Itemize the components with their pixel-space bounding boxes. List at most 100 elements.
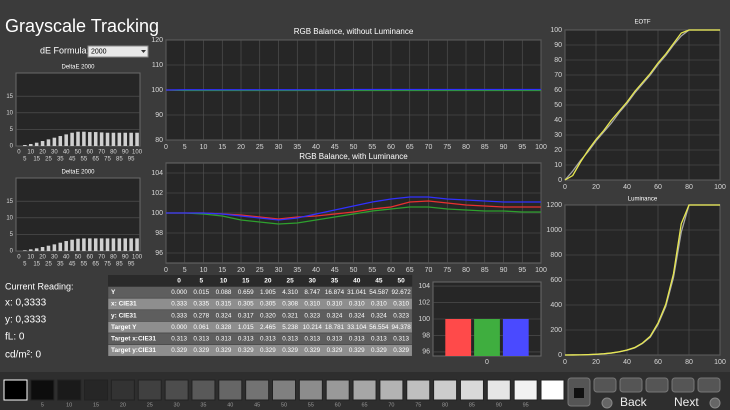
swatch-label: 40 <box>227 402 233 408</box>
gray-swatch[interactable] <box>433 379 458 401</box>
x-tick-label: 0 <box>563 184 567 191</box>
gray-swatch[interactable] <box>218 379 243 401</box>
x-tick-label: 15 <box>33 262 40 268</box>
y-tick-label: 102 <box>151 190 163 197</box>
bar <box>88 238 92 251</box>
x-tick-label: 20 <box>237 267 245 274</box>
x-tick-label: 45 <box>69 157 76 163</box>
bar <box>28 144 33 146</box>
x-tick-label: 25 <box>256 144 264 151</box>
gray-swatch[interactable] <box>298 379 323 401</box>
gray-swatch[interactable] <box>245 379 270 401</box>
swatch-label: 70 <box>388 402 394 408</box>
table-cell: 0.333 <box>171 301 187 308</box>
x-tick-label: 75 <box>443 144 451 151</box>
play-button[interactable] <box>619 377 643 393</box>
x-tick-label: 5 <box>183 267 187 274</box>
table-cell: 0.335 <box>193 301 209 308</box>
y-tick-label: 10 <box>554 162 562 169</box>
table-cell: 0.329 <box>282 347 298 354</box>
y-tick-label: 600 <box>550 277 562 284</box>
gray-swatch[interactable] <box>540 379 565 401</box>
gray-swatch[interactable] <box>137 379 162 401</box>
x-tick-label: 0 <box>17 255 21 261</box>
back-icon[interactable] <box>601 397 613 409</box>
gray-swatch[interactable] <box>164 379 189 401</box>
series-line <box>564 204 720 356</box>
x-tick-label: 100 <box>714 184 726 191</box>
swatch-label: 30 <box>174 402 180 408</box>
bar <box>46 245 51 251</box>
y-tick-label: 100 <box>550 27 562 34</box>
next-icon[interactable] <box>709 397 721 409</box>
gray-swatch[interactable] <box>513 379 538 401</box>
swatch-label: 15 <box>93 402 99 408</box>
gray-swatch[interactable] <box>352 379 377 401</box>
gray-swatch[interactable] <box>30 379 55 401</box>
gray-swatch[interactable] <box>459 379 484 401</box>
chart: DeltaE 200005101505101520253035404550556… <box>6 170 142 268</box>
dropdown-box[interactable] <box>87 45 149 58</box>
column-header: 30 <box>309 278 317 285</box>
table-cell: 0.310 <box>393 301 409 308</box>
gray-swatch[interactable] <box>57 379 82 401</box>
gray-swatch[interactable] <box>84 379 109 401</box>
dropdown-value[interactable]: 2000 <box>91 48 107 55</box>
row-label: x: CIE31 <box>111 301 137 308</box>
gray-swatch[interactable] <box>191 379 216 401</box>
y-tick-label: 98 <box>422 332 430 339</box>
x-tick-label: 55 <box>368 267 376 274</box>
gray-swatch[interactable] <box>110 379 135 401</box>
x-tick-label: 80 <box>685 359 693 366</box>
formula-dropdown[interactable]: 2000 <box>87 45 149 58</box>
y-tick-label: 80 <box>155 137 163 144</box>
x-tick-label: 40 <box>623 359 631 366</box>
gray-swatch[interactable] <box>325 379 350 401</box>
gray-swatch[interactable] <box>379 379 404 401</box>
table-cell: 0.305 <box>260 301 276 308</box>
bar <box>474 319 500 356</box>
gray-swatch[interactable] <box>406 379 431 401</box>
x-tick-label: 90 <box>500 267 508 274</box>
next-button[interactable]: Next <box>674 395 699 409</box>
x-tick-label: 75 <box>104 157 111 163</box>
table-cell: 0.333 <box>171 312 187 319</box>
bar <box>105 238 110 251</box>
record-button[interactable] <box>593 377 617 393</box>
table-cell: 8.747 <box>304 289 320 296</box>
gray-swatch[interactable] <box>3 379 28 401</box>
x-tick-label: 95 <box>518 144 526 151</box>
formula-label: dE Formula: <box>40 45 89 55</box>
y-tick-label: 50 <box>554 102 562 109</box>
bar <box>117 132 122 146</box>
swatch-label: 85 <box>469 402 475 408</box>
gray-swatch[interactable] <box>486 379 511 401</box>
chart: RGB Balance, with Luminance9698100102104… <box>151 152 547 274</box>
y-tick-label: 1000 <box>546 227 562 234</box>
control-buttons[interactable]: Back Next <box>567 377 721 409</box>
y-tick-label: 10 <box>6 215 13 221</box>
bar <box>111 132 116 146</box>
chart-title: DeltaE 2000 <box>61 170 95 176</box>
gray-swatch[interactable] <box>272 379 296 401</box>
x-tick-label: 25 <box>256 267 264 274</box>
back-button[interactable]: Back <box>620 395 648 409</box>
bar <box>445 319 472 356</box>
x-tick-label: 25 <box>45 262 52 268</box>
save-button[interactable] <box>645 377 669 393</box>
dropdown-arrow[interactable] <box>141 50 146 53</box>
swatch-label: 55 <box>308 402 314 408</box>
swatch-label: 20 <box>120 402 126 408</box>
tool-button[interactable] <box>671 377 695 393</box>
bar <box>99 238 104 251</box>
x-tick-label: 55 <box>81 262 88 268</box>
y-tick-label: 400 <box>550 302 562 309</box>
table-cell: 0.329 <box>327 347 343 354</box>
x-tick-label: 10 <box>27 255 34 261</box>
table-cell: 0.324 <box>371 312 387 319</box>
table-cell: 0.015 <box>193 289 209 296</box>
refresh-button[interactable] <box>697 377 721 393</box>
y-tick-label: 90 <box>554 42 562 49</box>
swatch-label: 45 <box>254 402 260 408</box>
table-cell: 0.313 <box>327 335 343 342</box>
